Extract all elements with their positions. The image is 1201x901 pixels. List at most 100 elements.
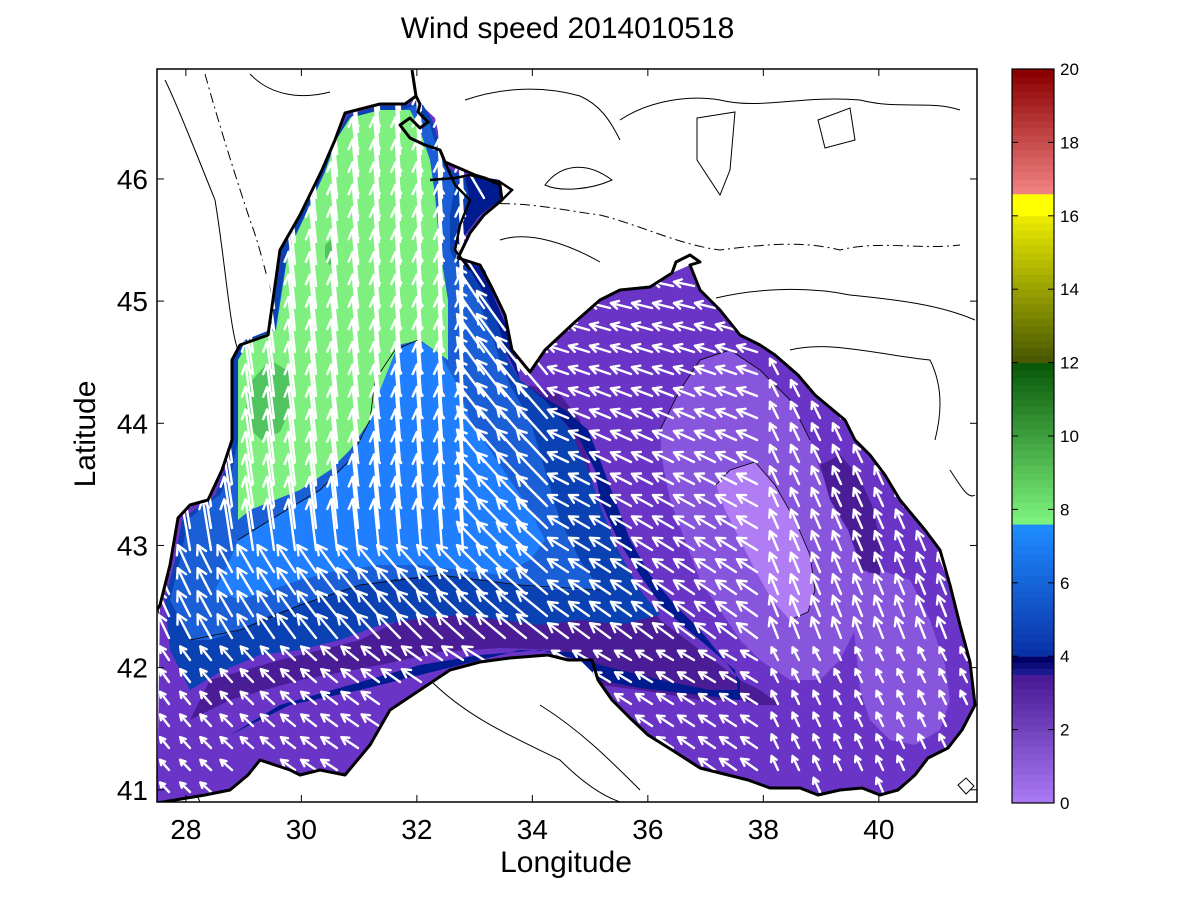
colorbar-step (1012, 252, 1054, 261)
wind-arrow (390, 183, 403, 244)
wind-arrow (336, 590, 360, 618)
wind-arrow (239, 690, 255, 706)
colorbar-step (1012, 597, 1054, 606)
wind-arrow (630, 579, 654, 596)
colorbar-tick-label: 16 (1060, 207, 1079, 226)
wind-arrow (546, 364, 570, 376)
colorbar-step (1012, 788, 1054, 797)
wind-arrow (368, 206, 382, 266)
wind-arrow (854, 733, 864, 750)
wind-arrow (788, 616, 801, 640)
wind-arrow (854, 646, 864, 662)
wind-arrow (894, 508, 906, 530)
wind-arrow (893, 594, 906, 618)
wind-arrow (693, 342, 717, 354)
wind-arrow (475, 567, 507, 596)
wind-arrow (651, 429, 675, 442)
wind-arrow (420, 645, 444, 662)
wind-arrow (651, 342, 675, 354)
y-tick-label: 46 (117, 164, 148, 195)
colorbar-step (1012, 494, 1054, 503)
wind-arrow (630, 386, 654, 398)
wind-arrow (672, 557, 696, 574)
wind-arrow (831, 508, 843, 530)
wind-arrow (236, 613, 255, 640)
wind-arrow (256, 567, 276, 596)
wind-arrow (789, 443, 801, 464)
wind-arrow (411, 251, 424, 310)
wind-arrow (630, 429, 654, 442)
wind-arrow (917, 711, 927, 728)
wind-arrow (693, 600, 717, 618)
wind-arrow (791, 711, 801, 728)
colorbar-step (1012, 472, 1054, 481)
wind-arrow (546, 493, 570, 508)
wind-arrow (630, 557, 654, 574)
colorbar-step (1012, 127, 1054, 136)
wind-arrow (697, 692, 717, 706)
colorbar-step (1012, 560, 1054, 569)
wind-arrow (380, 667, 402, 684)
wind-arrow (390, 206, 403, 266)
wind-arrow (461, 645, 486, 662)
wind-arrow (789, 486, 801, 508)
wind-arrow (609, 386, 633, 398)
wind-arrow (475, 312, 507, 354)
wind-arrow (178, 667, 192, 684)
wind-arrow (368, 183, 382, 244)
wind-arrow (546, 600, 570, 618)
wind-arrow (347, 183, 360, 244)
wind-arrow (609, 579, 633, 596)
wind-arrow (356, 613, 381, 640)
colorbar-step (1012, 760, 1054, 768)
colorbar-step (1012, 619, 1054, 628)
colorbar-tick-label: 0 (1060, 794, 1069, 813)
colorbar-step (1012, 281, 1054, 290)
wind-arrow (718, 714, 738, 728)
wind-arrow (360, 713, 381, 728)
wind-arrow (809, 573, 822, 596)
wind-arrow (199, 713, 213, 728)
colorbar-step (1012, 695, 1054, 704)
colorbar-step (1012, 582, 1054, 591)
wind-arrow (874, 776, 885, 794)
wind-arrow (216, 590, 234, 618)
colorbar-step (1012, 634, 1054, 643)
colorbar-step (1012, 355, 1054, 364)
wind-arrow (216, 613, 234, 640)
y-axis: 41 42 43 44 45 46 (117, 164, 977, 806)
wind-arrow (588, 407, 612, 420)
wind-arrow (340, 645, 360, 662)
wind-arrow (376, 613, 402, 640)
wind-arrow (676, 649, 696, 662)
wind-arrow (588, 342, 612, 354)
wind-arrow (770, 646, 780, 662)
wind-arrow (276, 590, 297, 618)
colorbar-step (1012, 318, 1054, 327)
wind-arrow (175, 567, 192, 596)
wind-arrow (791, 733, 801, 750)
wind-arrow (852, 443, 864, 464)
axes-frame (156, 68, 978, 803)
band-purple-dark-east (820, 455, 880, 575)
wind-arrow (609, 515, 633, 530)
wind-arrow (368, 116, 381, 178)
wind-arrow (833, 646, 843, 662)
wind-arrow (567, 407, 591, 420)
wind-arrow (672, 536, 696, 552)
wind-arrow (240, 498, 255, 552)
wind-arrow (651, 407, 675, 420)
colorbar-step (1012, 406, 1054, 415)
wind-arrow (651, 579, 675, 596)
wind-arrow (609, 364, 633, 376)
wind-arrow (609, 600, 633, 618)
wind-arrow (831, 443, 843, 464)
wind-arrow (768, 486, 780, 508)
wind-arrow (546, 621, 570, 640)
wind-arrow (739, 735, 759, 750)
wind-arrow (415, 590, 444, 618)
wind-arrow (347, 498, 360, 552)
wind-arrow (630, 536, 654, 552)
wind-arrow (236, 567, 255, 596)
